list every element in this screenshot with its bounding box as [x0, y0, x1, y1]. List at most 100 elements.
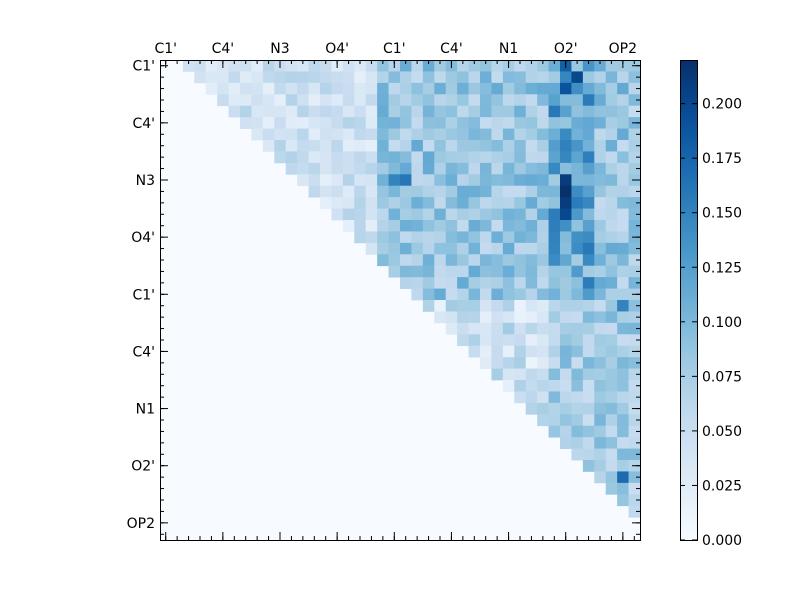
heatmap-cell: [548, 391, 561, 404]
heatmap-cell: [560, 437, 572, 449]
heatmap-cell: [251, 71, 264, 84]
heatmap-cell: [434, 242, 447, 255]
heatmap-cell: [422, 71, 435, 84]
heatmap-cell: [297, 151, 309, 164]
heatmap-cell: [400, 60, 412, 72]
heatmap-cell: [571, 380, 584, 392]
heatmap-cell: [228, 71, 241, 84]
heatmap-cell: [582, 277, 595, 289]
heatmap-cell: [605, 60, 618, 72]
heatmap-cell: [491, 288, 504, 301]
heatmap-cell: [628, 94, 641, 107]
colorbar-tick-label: 0.075: [702, 369, 742, 385]
heatmap-cell: [480, 322, 492, 335]
heatmap-cell: [560, 425, 572, 438]
heatmap-cell: [502, 288, 515, 301]
heatmap-cell: [628, 334, 641, 347]
heatmap-cell: [537, 128, 549, 141]
heatmap-cell: [228, 60, 241, 72]
heatmap-cell: [605, 254, 618, 267]
colorbar-tick-label: 0.050: [702, 424, 742, 440]
heatmap-cell: [480, 242, 492, 255]
heatmap-cell: [628, 471, 641, 484]
heatmap-cell: [582, 105, 595, 118]
heatmap-cell: [468, 254, 481, 267]
heatmap-cell: [480, 162, 492, 175]
heatmap-cell: [514, 368, 527, 381]
heatmap-cell: [571, 311, 584, 324]
heatmap-cell: [251, 117, 264, 129]
heatmap-cell: [251, 60, 264, 72]
heatmap-cell: [434, 82, 447, 95]
heatmap-cell: [525, 208, 538, 221]
heatmap-cell: [422, 220, 435, 232]
heatmap-cell: [548, 105, 561, 118]
colorbar-tick-label: 0.100: [702, 315, 742, 331]
heatmap-cell: [628, 242, 641, 255]
heatmap-cell: [617, 380, 629, 392]
heatmap-cell: [377, 162, 389, 175]
heatmap-cell: [502, 105, 515, 118]
heatmap-cell: [422, 254, 435, 267]
heatmap-cell: [468, 277, 481, 289]
heatmap-cell: [582, 117, 595, 129]
heatmap-cell: [422, 242, 435, 255]
heatmap-cell: [628, 300, 641, 312]
heatmap-cell: [548, 277, 561, 289]
heatmap-cell: [560, 345, 572, 358]
heatmap-cell: [365, 231, 378, 244]
heatmap-cell: [594, 105, 607, 118]
heatmap-cell: [457, 128, 469, 141]
heatmap-cell: [514, 117, 527, 129]
heatmap-cell: [548, 402, 561, 415]
heatmap-cell: [468, 174, 481, 187]
heatmap-cell: [240, 60, 252, 72]
heatmap-cell: [377, 208, 389, 221]
heatmap-cell: [502, 162, 515, 175]
heatmap-cell: [445, 300, 458, 312]
heatmap-cell: [537, 368, 549, 381]
heatmap-cell: [388, 151, 401, 164]
heatmap-cell: [377, 254, 389, 267]
heatmap-cell: [388, 242, 401, 255]
heatmap-cell: [514, 288, 527, 301]
heatmap-cell: [582, 174, 595, 187]
heatmap-cell: [582, 140, 595, 152]
heatmap-cell: [594, 82, 607, 95]
heatmap-cell: [571, 357, 584, 369]
heatmap-cell: [605, 414, 618, 427]
heatmap-cell: [377, 242, 389, 255]
heatmap-cell: [617, 140, 629, 152]
y-tick-label: O2': [131, 459, 155, 475]
heatmap-cell: [297, 162, 309, 175]
heatmap-cell: [320, 117, 332, 129]
heatmap-cell: [285, 71, 298, 84]
heatmap-cell: [457, 117, 469, 129]
heatmap-cell: [388, 208, 401, 221]
heatmap-cell: [491, 277, 504, 289]
heatmap-cell: [251, 94, 264, 107]
heatmap-cell: [468, 117, 481, 129]
heatmap-cell: [445, 128, 458, 141]
heatmap-cell: [605, 220, 618, 232]
y-tick-label: C1': [132, 59, 155, 75]
heatmap-cell: [628, 208, 641, 221]
heatmap-cell: [468, 105, 481, 118]
heatmap-cell: [434, 128, 447, 141]
heatmap-cell: [571, 265, 584, 278]
heatmap-cell: [605, 105, 618, 118]
x-tick-label: N3: [270, 41, 289, 57]
heatmap-cell: [457, 254, 469, 267]
heatmap-cell: [285, 162, 298, 175]
heatmap-cell: [605, 277, 618, 289]
heatmap-cell: [480, 128, 492, 141]
heatmap-cell: [594, 288, 607, 301]
heatmap-cell: [422, 128, 435, 141]
heatmap-cell: [605, 162, 618, 175]
heatmap-cell: [491, 94, 504, 107]
heatmap-cell: [605, 208, 618, 221]
heatmap-cell: [502, 71, 515, 84]
heatmap-cell: [560, 174, 572, 187]
heatmap-cell: [320, 197, 332, 209]
heatmap-cell: [457, 322, 469, 335]
